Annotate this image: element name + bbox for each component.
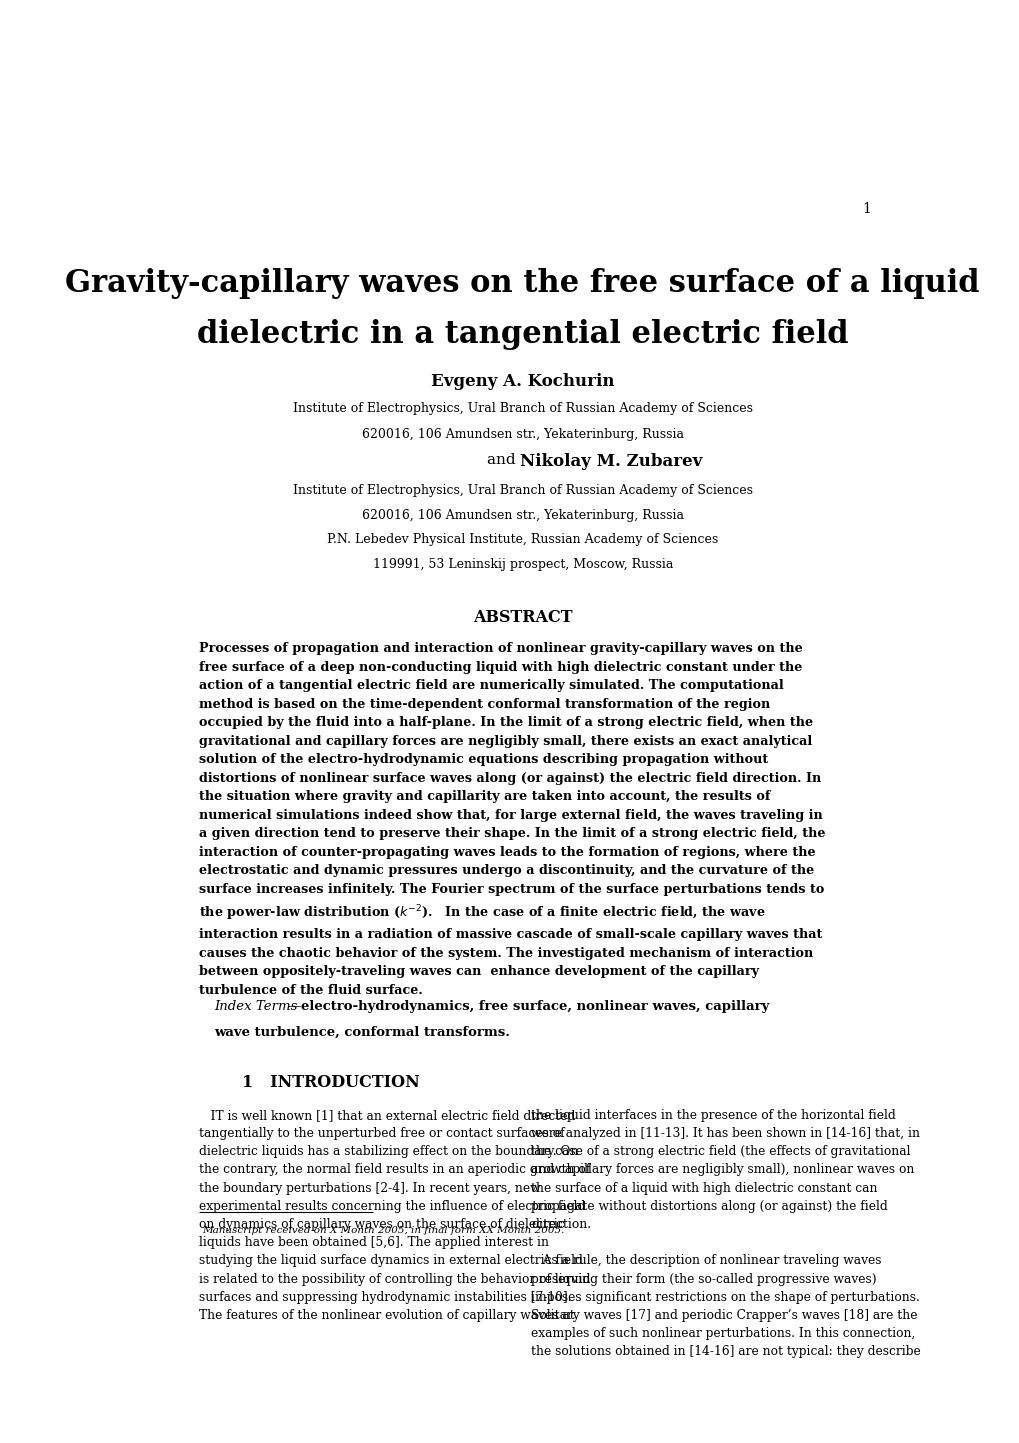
Text: and: and xyxy=(486,453,520,468)
Text: the liquid interfaces in the presence of the horizontal field
were analyzed in [: the liquid interfaces in the presence of… xyxy=(531,1108,920,1358)
Text: P.N. Lebedev Physical Institute, Russian Academy of Sciences: P.N. Lebedev Physical Institute, Russian… xyxy=(327,532,717,545)
Text: —: — xyxy=(283,1000,306,1013)
Text: 119991, 53 Leninskij prospect, Moscow, Russia: 119991, 53 Leninskij prospect, Moscow, R… xyxy=(372,557,673,570)
Text: IT is well known [1] that an external electric field directed
tangentially to th: IT is well known [1] that an external el… xyxy=(199,1108,590,1322)
Text: 1   INTRODUCTION: 1 INTRODUCTION xyxy=(242,1074,420,1091)
Text: Evgeny A. Kochurin: Evgeny A. Kochurin xyxy=(431,374,613,390)
Text: 620016, 106 Amundsen str., Yekaterinburg, Russia: 620016, 106 Amundsen str., Yekaterinburg… xyxy=(362,427,683,440)
Text: Index Terms: Index Terms xyxy=(214,1000,298,1013)
Text: ABSTRACT: ABSTRACT xyxy=(473,609,572,626)
Text: Institute of Electrophysics, Ural Branch of Russian Academy of Sciences: Institute of Electrophysics, Ural Branch… xyxy=(292,403,752,416)
Text: Institute of Electrophysics, Ural Branch of Russian Academy of Sciences: Institute of Electrophysics, Ural Branch… xyxy=(292,485,752,498)
Text: dielectric in a tangential electric field: dielectric in a tangential electric fiel… xyxy=(197,319,848,349)
Text: electro-hydrodynamics, free surface, nonlinear waves, capillary: electro-hydrodynamics, free surface, non… xyxy=(302,1000,769,1013)
Text: Manuscript received on X Month 2005, in final form XX Month 2005.: Manuscript received on X Month 2005, in … xyxy=(203,1227,565,1235)
Text: Processes of propagation and interaction of nonlinear gravity-capillary waves on: Processes of propagation and interaction… xyxy=(199,642,824,997)
Text: Gravity-capillary waves on the free surface of a liquid: Gravity-capillary waves on the free surf… xyxy=(65,267,979,299)
Text: Nikolay M. Zubarev: Nikolay M. Zubarev xyxy=(520,453,702,470)
Text: 620016, 106 Amundsen str., Yekaterinburg, Russia: 620016, 106 Amundsen str., Yekaterinburg… xyxy=(362,509,683,522)
Text: wave turbulence, conformal transforms.: wave turbulence, conformal transforms. xyxy=(214,1026,510,1039)
Text: 1: 1 xyxy=(861,202,870,216)
